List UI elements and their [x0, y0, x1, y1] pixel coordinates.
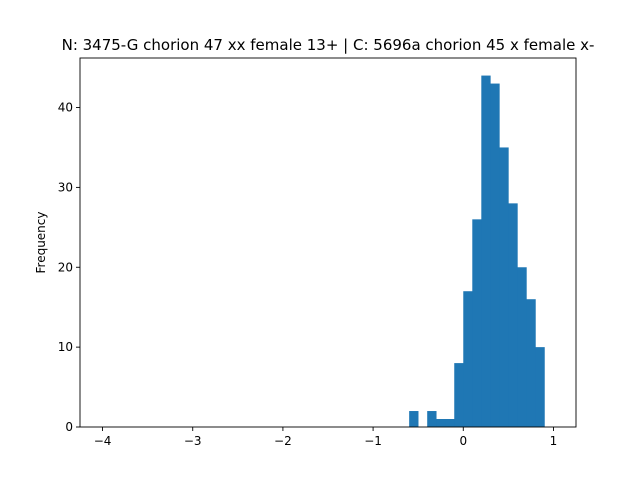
histogram-bar-0: [409, 411, 419, 427]
histogram-bar-8: [490, 83, 500, 427]
x-axis: −4 −3 −2 −1 0 1: [94, 427, 558, 448]
y-tick-label: 0: [65, 420, 73, 434]
histogram-bar-9: [499, 147, 509, 427]
histogram-bar-1: [427, 411, 437, 427]
y-tick-label: 40: [58, 101, 73, 115]
x-tick-label: 1: [550, 434, 558, 448]
y-axis-label: Frequency: [34, 212, 48, 274]
y-axis: 0 10 20 30 40: [58, 101, 80, 434]
histogram-bar-6: [472, 219, 482, 427]
histogram-bar-11: [517, 267, 527, 427]
y-tick-label: 30: [58, 180, 73, 194]
bars-group: [409, 75, 545, 427]
chart-title: N: 3475-G chorion 47 xx female 13+ | C: …: [62, 36, 595, 54]
histogram-bar-3: [445, 419, 455, 427]
y-tick-label: 10: [58, 340, 73, 354]
x-tick-label: −4: [94, 434, 112, 448]
histogram-bar-4: [454, 363, 464, 427]
x-tick-label: 0: [459, 434, 467, 448]
x-tick-label: −3: [184, 434, 202, 448]
histogram-bar-10: [508, 203, 518, 427]
histogram-bar-5: [463, 291, 473, 427]
histogram-bar-7: [481, 75, 491, 427]
x-tick-label: −2: [274, 434, 292, 448]
histogram-bar-13: [535, 347, 545, 427]
plot-frame: [79, 57, 577, 428]
x-tick-label: −1: [364, 434, 382, 448]
histogram-bar-2: [436, 419, 446, 427]
histogram-bar-12: [526, 299, 536, 427]
y-tick-label: 20: [58, 260, 73, 274]
